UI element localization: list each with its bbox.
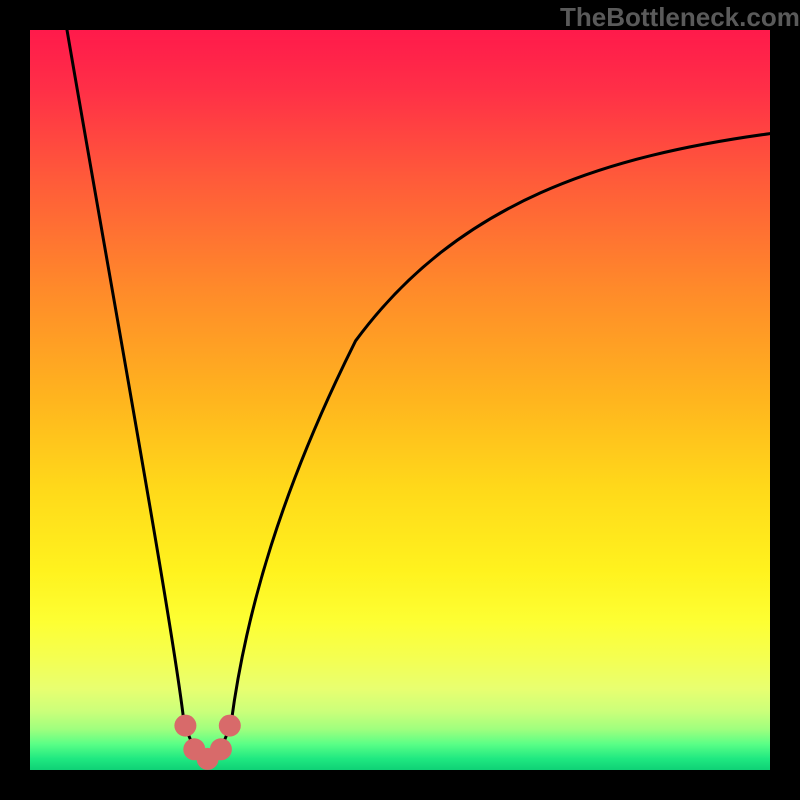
valley-marker bbox=[210, 738, 232, 760]
plot-background bbox=[30, 30, 770, 770]
watermark-text: TheBottleneck.com bbox=[560, 2, 800, 33]
valley-marker bbox=[174, 715, 196, 737]
valley-marker bbox=[219, 715, 241, 737]
